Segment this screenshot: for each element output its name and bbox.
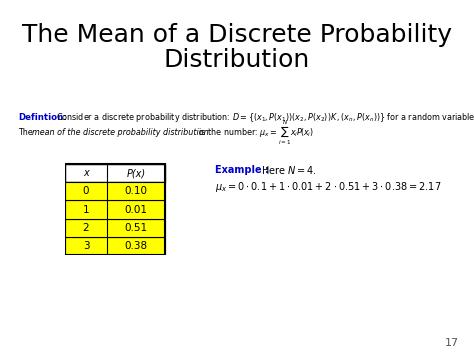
Text: 0.10: 0.10 — [125, 186, 147, 196]
Text: x: x — [83, 168, 89, 178]
Text: mean of the discrete probability distribution: mean of the discrete probability distrib… — [32, 129, 209, 137]
Text: Here $N = 4$.: Here $N = 4$. — [261, 164, 317, 176]
Text: Example :: Example : — [215, 165, 273, 175]
Text: $\mu_x = 0 \cdot 0.1 + 1 \cdot 0.01 + 2 \cdot 0.51 + 3 \cdot 0.38 = 2.17$: $\mu_x = 0 \cdot 0.1 + 1 \cdot 0.01 + 2 … — [215, 180, 441, 194]
Text: Distribution: Distribution — [164, 48, 310, 72]
Text: 0.38: 0.38 — [125, 241, 147, 251]
Bar — [65, 182, 165, 201]
Text: 0.51: 0.51 — [125, 223, 147, 233]
Text: The Mean of a Discrete Probability: The Mean of a Discrete Probability — [22, 23, 452, 47]
Text: The: The — [18, 129, 35, 137]
Bar — [65, 164, 165, 182]
Bar — [65, 201, 165, 219]
Bar — [65, 237, 165, 255]
Text: 3: 3 — [82, 241, 89, 251]
Text: Consider a discrete probability distribution: $D = \{(x_1,P(x_1))(x_2,P(x_2))K\,: Consider a discrete probability distribu… — [56, 110, 474, 124]
Bar — [65, 219, 165, 237]
Text: 0: 0 — [83, 186, 89, 196]
Text: 1: 1 — [82, 204, 89, 214]
Text: P(x): P(x) — [127, 168, 146, 178]
Text: 0.01: 0.01 — [125, 204, 147, 214]
Text: is the number: $\mu_x = \sum_{i=1}^{N} x_i P\!\left(x_i\right)$: is the number: $\mu_x = \sum_{i=1}^{N} x… — [196, 119, 314, 147]
Text: 2: 2 — [82, 223, 89, 233]
Text: Defintion:: Defintion: — [18, 113, 67, 121]
Text: 17: 17 — [445, 338, 459, 348]
